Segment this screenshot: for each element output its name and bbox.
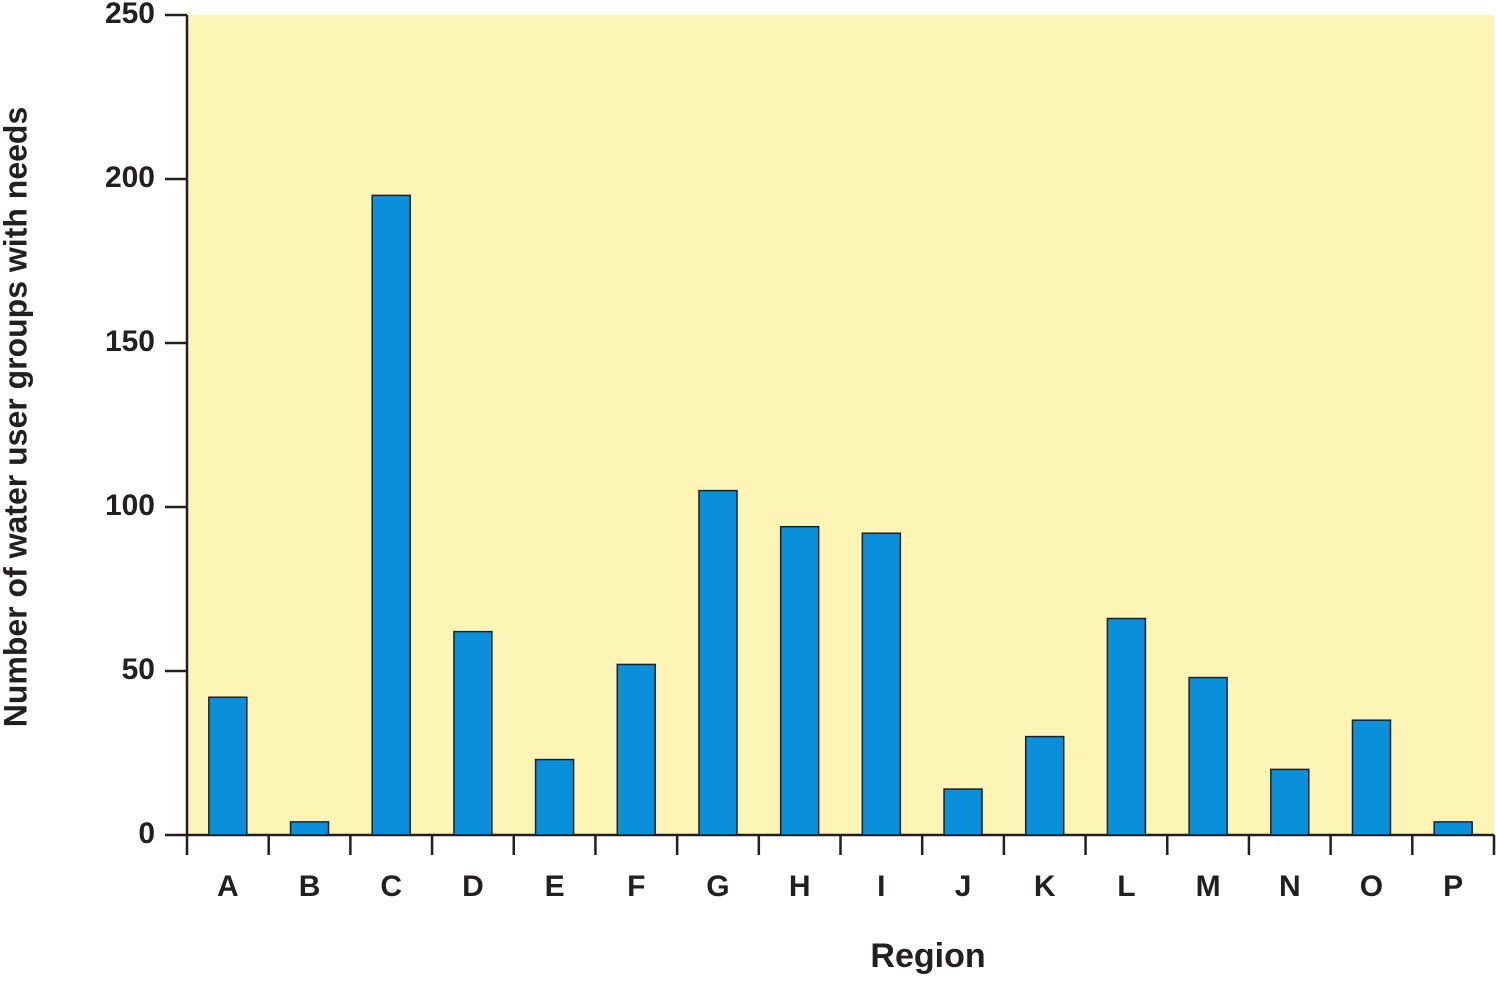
x-tick-label: A: [217, 870, 239, 903]
x-tick-label: B: [299, 870, 321, 903]
bar: [1270, 768, 1310, 836]
bar: [208, 696, 248, 836]
x-tick-label: I: [877, 870, 885, 903]
x-tick-label: O: [1360, 870, 1383, 903]
bar: [453, 630, 493, 836]
y-tick-label: 200: [105, 161, 155, 194]
x-axis-label: Region: [870, 937, 985, 975]
x-tick-label: J: [955, 870, 972, 903]
bar: [861, 532, 902, 836]
y-axis-label: Number of water user groups with needs: [0, 107, 33, 728]
bar: [1433, 821, 1473, 836]
bar: [616, 663, 657, 836]
x-tick-label: E: [545, 870, 565, 903]
x-tick-label: N: [1279, 870, 1301, 903]
bar: [1024, 735, 1065, 836]
bar: [1106, 617, 1147, 836]
bar: [534, 758, 575, 836]
bar: [943, 788, 983, 836]
bar: [1351, 719, 1392, 836]
y-tick-label: 0: [138, 817, 155, 850]
x-tick-label: L: [1117, 870, 1135, 903]
bar: [698, 489, 738, 836]
x-tick-label: P: [1443, 870, 1463, 903]
x-tick-label: D: [462, 870, 484, 903]
bar: [779, 525, 820, 836]
x-tick-label: K: [1034, 870, 1056, 903]
bar: [289, 821, 330, 836]
x-tick-label: H: [789, 870, 811, 903]
y-tick-label: 150: [105, 325, 155, 358]
y-tick-label: 100: [105, 489, 155, 522]
bar: [1188, 676, 1228, 836]
y-tick-label: 250: [105, 0, 155, 30]
x-tick-label: G: [706, 870, 729, 903]
x-tick-label: C: [380, 870, 402, 903]
x-tick-label: F: [627, 870, 645, 903]
bar: [371, 194, 411, 836]
x-tick-label: M: [1196, 870, 1221, 903]
y-tick-label: 50: [122, 653, 155, 686]
